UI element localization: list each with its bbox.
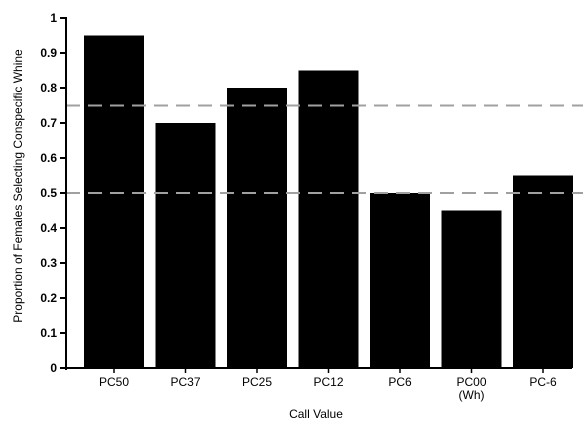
x-tick-label: PC50 bbox=[99, 375, 129, 389]
y-tick-label: 0.8 bbox=[40, 81, 57, 95]
bar bbox=[227, 88, 287, 368]
x-tick-label: PC37 bbox=[170, 375, 200, 389]
y-tick-label: 0.4 bbox=[40, 221, 57, 235]
bar bbox=[155, 123, 216, 368]
bar bbox=[513, 175, 573, 368]
y-tick-label: 1 bbox=[50, 11, 57, 25]
bars-group bbox=[84, 35, 573, 368]
y-tick-label: 0.3 bbox=[40, 256, 57, 270]
y-tick-label: 0.7 bbox=[40, 116, 57, 130]
bar bbox=[298, 70, 359, 368]
x-ticks-group: PC50 PC37 PC25 PC12 PC6 PC00 (Wh) PC-6 bbox=[99, 368, 557, 402]
x-tick-label: PC-6 bbox=[529, 375, 557, 389]
x-tick-label: PC6 bbox=[388, 375, 412, 389]
reference-lines-group bbox=[66, 104, 583, 194]
y-axis-label: Proportion of Females Selecting Conspeci… bbox=[11, 49, 25, 323]
y-tick-label: 0.1 bbox=[40, 326, 57, 340]
y-ticks-group: 0 0.1 0.2 0.3 0.4 0.5 0.6 0.7 0.8 0.9 1 bbox=[40, 11, 66, 375]
x-tick-label: PC12 bbox=[313, 375, 343, 389]
x-axis-label: Call Value bbox=[289, 407, 343, 421]
y-tick-label: 0.5 bbox=[40, 186, 57, 200]
y-tick-label: 0 bbox=[50, 361, 57, 375]
bar bbox=[441, 210, 502, 368]
x-tick-label: PC00 (Wh) bbox=[456, 375, 486, 402]
x-tick-label: PC25 bbox=[242, 375, 272, 389]
y-tick-label: 0.6 bbox=[40, 151, 57, 165]
y-tick-label: 0.9 bbox=[40, 46, 57, 60]
bar bbox=[370, 193, 430, 368]
y-tick-label: 0.2 bbox=[40, 291, 57, 305]
bar bbox=[84, 35, 144, 368]
